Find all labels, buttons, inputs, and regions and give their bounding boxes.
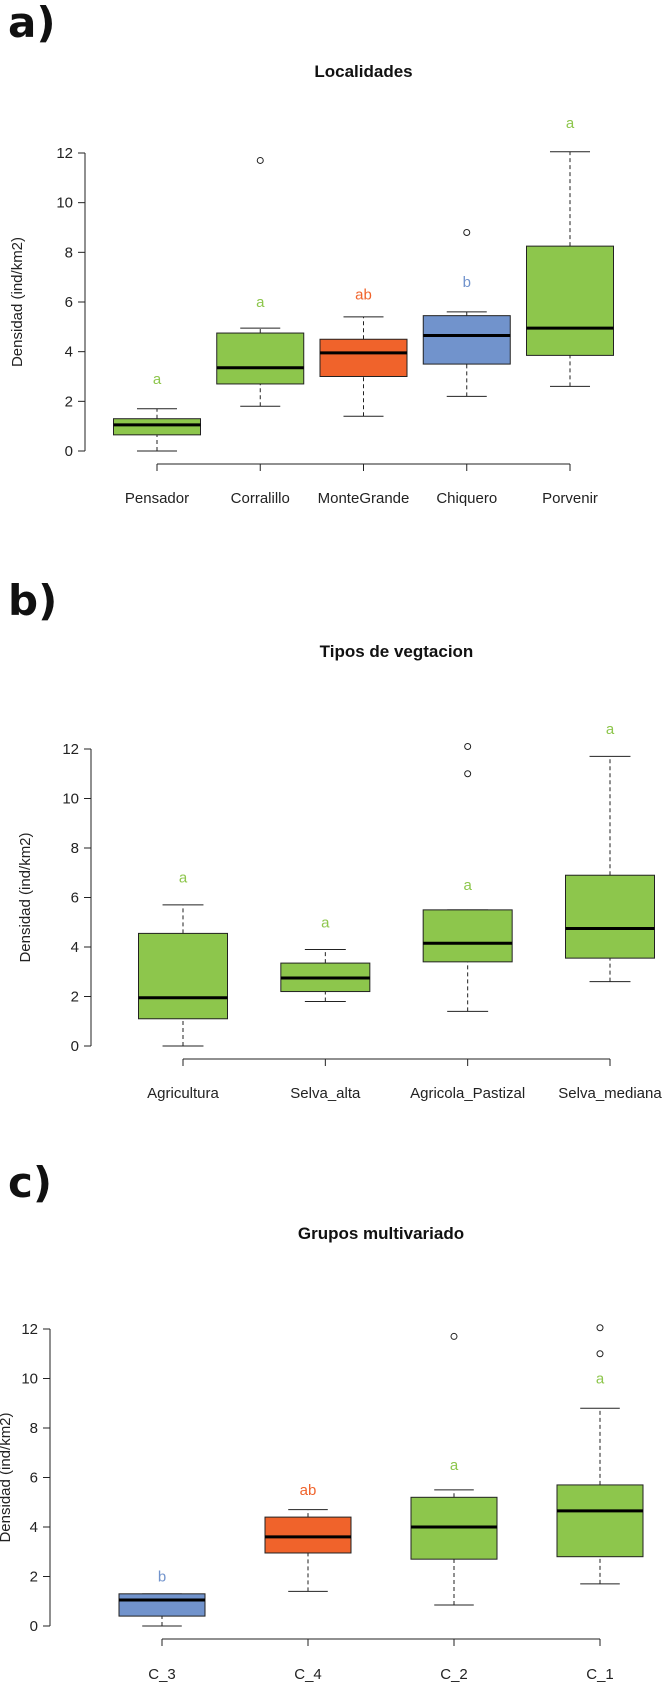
panel-label-b: b)	[8, 576, 58, 625]
y-tick-label: 12	[56, 145, 73, 162]
significance-letter: a	[596, 1371, 605, 1388]
box-C_4	[264, 1516, 352, 1554]
y-tick-label: 0	[65, 443, 73, 460]
y-tick-label: 0	[71, 1038, 79, 1055]
y-axis-label: Densidad (ind/km2)	[9, 237, 26, 367]
x-tick-label: C_2	[440, 1666, 468, 1683]
significance-letter: ab	[355, 287, 372, 304]
significance-letter: a	[463, 877, 472, 894]
y-tick-label: 10	[56, 195, 73, 212]
box-Pensador	[113, 418, 201, 436]
x-tick-label: C_1	[586, 1666, 614, 1683]
y-tick-label: 12	[62, 741, 79, 758]
x-tick-label: Pensador	[125, 490, 189, 507]
y-tick-label: 4	[30, 1519, 38, 1536]
outlier-point	[463, 228, 471, 236]
outlier-point	[450, 1332, 458, 1340]
x-tick-label: Agricola_Pastizal	[410, 1085, 525, 1102]
outlier-point	[596, 1350, 604, 1358]
y-axis-label: Densidad (ind/km2)	[0, 1412, 14, 1542]
box-Selva_mediana	[565, 874, 655, 959]
box-C_1	[556, 1484, 644, 1558]
significance-letter: a	[256, 294, 265, 311]
x-tick-label: C_4	[294, 1666, 322, 1683]
significance-letter: b	[158, 1569, 166, 1586]
outlier-point	[464, 743, 472, 751]
y-tick-label: 2	[71, 989, 79, 1006]
y-tick-label: 6	[71, 890, 79, 907]
significance-letter: a	[450, 1457, 459, 1474]
box-C_3	[118, 1593, 206, 1617]
significance-letter: a	[566, 115, 575, 132]
outlier-point	[596, 1324, 604, 1332]
significance-letter: b	[463, 274, 471, 291]
x-tick-label: Selva_mediana	[558, 1085, 662, 1102]
significance-letter: a	[179, 870, 188, 887]
y-tick-label: 8	[71, 840, 79, 857]
box-MonteGrande	[319, 338, 408, 377]
y-tick-label: 4	[65, 344, 73, 361]
y-tick-label: 8	[65, 244, 73, 261]
x-tick-label: Agricultura	[147, 1085, 219, 1102]
chart-tipos-de-vegetacion: Tipos de vegtacion Densidad (ind/km2) 0 2 4 6…	[17, 642, 662, 1102]
x-tick-label: Corralillo	[231, 490, 290, 507]
y-axis-label: Densidad (ind/km2)	[17, 832, 34, 962]
panel-label-c: c)	[8, 1158, 53, 1207]
y-tick-label: 0	[30, 1618, 38, 1635]
significance-letter: ab	[300, 1482, 317, 1499]
box-Agricultura	[138, 932, 228, 1020]
y-tick-label: 6	[30, 1470, 38, 1487]
outlier-point	[256, 156, 264, 164]
chart-title: Localidades	[314, 62, 412, 81]
x-tick-label: C_3	[148, 1666, 176, 1683]
box-Corralillo	[216, 332, 305, 385]
panel-label-a: a)	[8, 0, 56, 47]
chart-grupos-multivariado: Grupos multivariado Densidad (ind/km2) 0 2 4…	[0, 1224, 644, 1683]
y-tick-label: 6	[65, 294, 73, 311]
box-Chiquero	[422, 315, 511, 365]
outlier-point	[464, 770, 472, 778]
chart-localidades: Localidades Densidad (ind/km2) 0 2 4 6 8 10 12 Pe…	[9, 62, 614, 507]
chart-title: Grupos multivariado	[298, 1224, 464, 1243]
box-Porvenir	[526, 245, 614, 356]
y-tick-label: 8	[30, 1420, 38, 1437]
x-tick-label: Selva_alta	[290, 1085, 361, 1102]
y-tick-label: 4	[71, 939, 79, 956]
x-tick-label: Chiquero	[436, 490, 497, 507]
x-tick-label: Porvenir	[542, 490, 598, 507]
y-tick-label: 12	[21, 1321, 38, 1338]
y-tick-label: 10	[62, 791, 79, 808]
x-tick-label: MonteGrande	[318, 490, 410, 507]
box-Agricola_Pastizal	[422, 909, 513, 963]
y-tick-label: 10	[21, 1371, 38, 1388]
y-tick-label: 2	[65, 393, 73, 410]
significance-letter: a	[606, 721, 615, 738]
significance-letter: a	[153, 371, 162, 388]
y-tick-label: 2	[30, 1569, 38, 1586]
significance-letter: a	[321, 914, 330, 931]
chart-title: Tipos de vegtacion	[320, 642, 474, 661]
